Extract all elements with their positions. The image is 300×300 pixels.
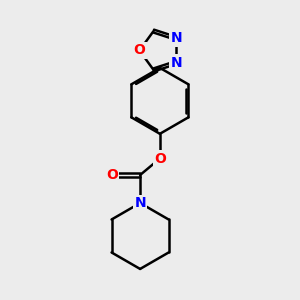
Text: N: N [171, 56, 182, 70]
Text: O: O [154, 152, 166, 166]
Text: N: N [171, 32, 182, 46]
Text: O: O [134, 44, 146, 58]
Text: O: O [106, 168, 118, 182]
Text: N: N [134, 196, 146, 210]
